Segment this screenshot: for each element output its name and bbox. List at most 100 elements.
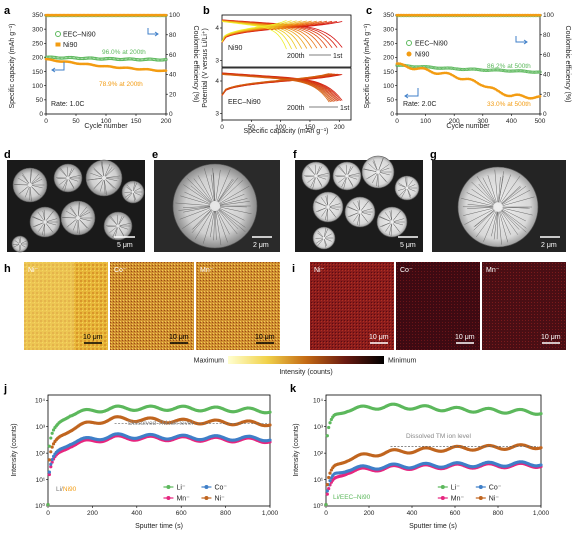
- particle-crack: [347, 166, 354, 175]
- particle-crack: [379, 172, 390, 176]
- capacity-point-eec: [444, 66, 448, 70]
- particle: [103, 211, 133, 241]
- particle-crack: [184, 191, 211, 205]
- particle-crack: [325, 208, 328, 221]
- particle-crack: [191, 209, 212, 230]
- sem-image-f: f 5 μm: [293, 149, 423, 252]
- particle-crack: [308, 165, 316, 175]
- xtick-label: 0: [220, 124, 224, 131]
- colorbar-max: Maximum: [194, 358, 225, 365]
- capacity-point-eec: [525, 69, 529, 74]
- capacity-point-eec: [522, 69, 526, 73]
- particle-crack: [467, 207, 494, 209]
- particle-crack: [389, 210, 392, 221]
- scale-label-h3: 10 μm: [255, 334, 275, 341]
- legend-marker: [204, 485, 209, 489]
- particle: [376, 206, 408, 238]
- particle-crack: [105, 168, 115, 177]
- particle: [53, 163, 83, 193]
- ytick-label: 10²: [36, 450, 46, 457]
- particle-crack: [110, 215, 118, 225]
- particle-crack: [329, 203, 341, 207]
- capacity-point-eec: [471, 67, 475, 71]
- particle-crack: [37, 211, 45, 221]
- capacity-point-eec: [500, 68, 504, 72]
- particle-crack: [79, 206, 88, 217]
- particle-crack: [339, 165, 347, 175]
- capacity-point-ni90: [164, 69, 168, 72]
- particle-crack: [404, 176, 407, 187]
- particle-crack: [372, 173, 378, 184]
- capacity-point-eec: [519, 69, 523, 73]
- ytick-label: 3: [215, 111, 219, 118]
- ytick-label: 150: [32, 69, 43, 76]
- capacity-point-eec: [517, 69, 521, 73]
- capacity-point-eec: [536, 70, 541, 74]
- map-h-co: [110, 262, 194, 350]
- annotation-eec-a: 96.0% at 200th: [102, 49, 146, 56]
- particle-crack: [501, 185, 521, 204]
- particle-crack: [218, 180, 244, 203]
- particle-crack: [218, 208, 246, 228]
- particle-crack: [124, 192, 133, 198]
- plot-frame-j: [47, 394, 271, 507]
- y2tick-label: 100: [169, 12, 180, 19]
- point-li: [50, 431, 54, 435]
- xtick-label: 1,000: [262, 510, 279, 517]
- xtick-label: 400: [131, 510, 142, 517]
- capacity-point-eec: [482, 68, 486, 72]
- discharge-curve: [221, 21, 287, 50]
- panel-label-j: j: [3, 383, 7, 395]
- particle-crack: [99, 180, 104, 192]
- particle-crack: [500, 175, 521, 204]
- xtick-label: 150: [131, 118, 142, 125]
- particle-crack: [325, 233, 332, 238]
- point-li: [49, 436, 53, 440]
- capacity-point-eec: [484, 68, 488, 72]
- particle-crack: [66, 166, 69, 177]
- particle-crack: [210, 210, 215, 238]
- particle-crack: [68, 168, 73, 177]
- xlabel-a: Cycle number: [84, 123, 128, 130]
- particle-crack: [397, 188, 406, 191]
- particle-crack: [329, 207, 340, 211]
- particle-crack: [93, 167, 103, 177]
- legend-marker: [204, 496, 209, 500]
- ytick-label: 10⁰: [35, 502, 45, 510]
- particle-crack: [305, 175, 315, 177]
- scale-label-i2: 10 μm: [455, 334, 475, 341]
- xtick-label: 600: [176, 510, 187, 517]
- particle-crack: [104, 180, 107, 195]
- legend-label-ni90: Ni90: [63, 42, 78, 49]
- particle-crack: [466, 192, 494, 206]
- capacity-point-eec: [490, 68, 494, 72]
- particle-crack: [183, 184, 211, 204]
- capacity-point-ni90: [538, 95, 542, 98]
- point-ni: [327, 475, 331, 480]
- annotation-ni90-a: 78.9% at 200th: [99, 81, 143, 88]
- particle-crack: [190, 185, 212, 203]
- series-group-k: [324, 402, 543, 507]
- particle: [332, 161, 362, 191]
- ytick-label: 10¹: [36, 477, 46, 484]
- xtick-label: 800: [220, 510, 231, 517]
- ytick-label: 50: [387, 97, 395, 104]
- rate-label-a: Rate: 1.0C: [51, 101, 84, 108]
- arrow-capacity-c: [405, 88, 419, 97]
- panel-c: c 0 100 200 300 400 5000501001502002503003500…: [364, 5, 571, 130]
- sample-label-j-a: Li/: [56, 486, 63, 493]
- particle-crack: [324, 239, 328, 247]
- map-label-h-ni: Ni⁻: [28, 267, 39, 274]
- ytick-label: 10²: [314, 450, 324, 457]
- particle-crack: [307, 176, 315, 183]
- capacity-point-eec: [492, 68, 496, 72]
- particle-crack: [363, 168, 377, 172]
- sem-image-g: g 2 μm: [430, 149, 566, 252]
- particle-crack: [59, 178, 67, 185]
- particle-crack: [104, 163, 111, 177]
- sample-label-b-top: Ni90: [228, 45, 243, 52]
- particle-crack: [326, 208, 329, 222]
- particle-crack: [501, 209, 527, 229]
- ylabel-b: Potential (V versus Li/Li⁺): [202, 28, 209, 108]
- y2tick-label: 60: [543, 52, 551, 59]
